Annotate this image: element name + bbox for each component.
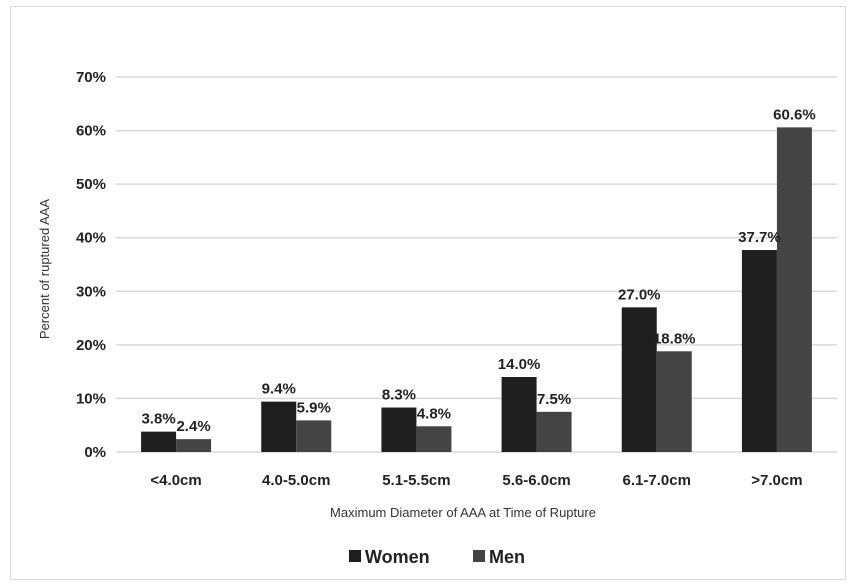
data-labels: 3.8% 2.4% 9.4%5.9% 8.3%4.8% 14.0% 7.5% 27.0% 18… xyxy=(141,106,815,435)
bar-women xyxy=(141,431,177,452)
chart-frame: 0% 10% 20% 30% 40% 50% 60% 70% 3.8% 2.4% 9.4% 5.9%… xyxy=(10,6,846,580)
data-label-men: 2.4% xyxy=(176,418,210,435)
data-label-men: 5.9% xyxy=(297,399,331,416)
bar-men xyxy=(656,351,692,452)
y-axis-title: Percent of ruptured AAA xyxy=(37,199,52,340)
data-label-women: 27.0% xyxy=(618,286,661,303)
x-axis-ticks: <4.0cm 4.0-5.0cm 5.1-5.5cm 5.6-6.0cm 6.1-7.0… xyxy=(150,472,802,489)
data-label-women: 9.4% xyxy=(262,381,296,398)
bar-chart: 0% 10% 20% 30% 40% 50% 60% 70% 3.8% 2.4% 9.4%5.9%… xyxy=(37,69,837,567)
bar-women xyxy=(261,401,297,452)
x-tick-label: <4.0cm xyxy=(150,472,201,489)
bar-women xyxy=(621,307,657,452)
bar-men xyxy=(416,426,452,452)
x-tick-label: >7.0cm xyxy=(751,472,802,489)
bar-women xyxy=(381,407,417,452)
data-label-men: 60.6% xyxy=(773,106,816,123)
bar-men xyxy=(176,439,212,452)
data-label-women: 14.0% xyxy=(498,356,541,373)
y-tick-label: 40% xyxy=(76,230,106,247)
y-tick-label: 20% xyxy=(76,337,106,354)
data-label-men: 18.8% xyxy=(653,330,696,347)
y-tick-label: 60% xyxy=(76,123,106,140)
y-axis-ticks: 0% 10% 20% 30% 40% 50% 60% 70% xyxy=(76,69,106,461)
data-label-women: 3.8% xyxy=(141,411,175,428)
legend: Women Men xyxy=(349,547,525,567)
y-tick-label: 30% xyxy=(76,283,106,300)
x-tick-label: 5.6-6.0cm xyxy=(502,472,570,489)
x-tick-label: 5.1-5.5cm xyxy=(382,472,450,489)
legend-label-men: Men xyxy=(489,547,525,567)
x-axis-title: Maximum Diameter of AAA at Time of Ruptu… xyxy=(330,505,596,520)
data-label-men: 7.5% xyxy=(537,391,571,408)
bars xyxy=(141,127,812,452)
y-tick-label: 70% xyxy=(76,69,106,86)
data-label-men: 4.8% xyxy=(417,405,451,422)
y-tick-label: 0% xyxy=(84,444,106,461)
bar-women xyxy=(741,250,777,452)
y-tick-label: 50% xyxy=(76,176,106,193)
data-label-women: 37.7% xyxy=(738,229,781,246)
data-label-women: 8.3% xyxy=(382,387,416,404)
bar-men xyxy=(296,420,332,452)
x-tick-label: 4.0-5.0cm xyxy=(262,472,330,489)
x-tick-label: 6.1-7.0cm xyxy=(623,472,691,489)
y-tick-label: 10% xyxy=(76,390,106,407)
bar-women xyxy=(501,377,537,452)
legend-swatch-women xyxy=(349,550,361,562)
legend-swatch-men xyxy=(473,550,485,562)
bar-men xyxy=(536,411,572,452)
legend-label-women: Women xyxy=(365,547,430,567)
gridlines xyxy=(116,76,837,453)
bar-men xyxy=(776,127,812,452)
